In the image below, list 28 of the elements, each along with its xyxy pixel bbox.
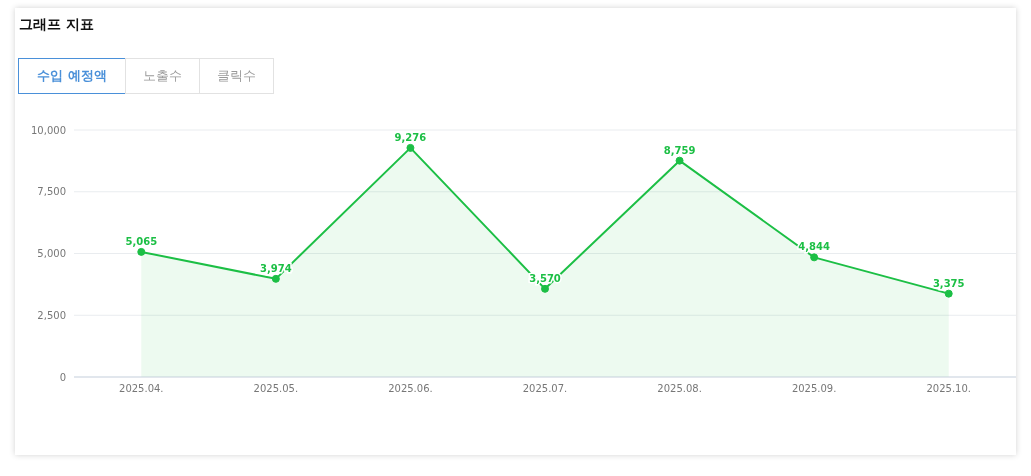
y-tick-label: 0 <box>59 371 66 383</box>
point <box>810 253 819 262</box>
data-label: 8,759 <box>663 144 696 156</box>
text: 노출수 <box>124 58 200 94</box>
data-label: 4,844 <box>798 241 830 253</box>
point <box>271 274 280 283</box>
data-label: 9,276 <box>394 131 427 143</box>
data-label: 5,065 <box>125 235 158 247</box>
point <box>406 143 415 152</box>
point <box>137 247 146 256</box>
text: 수입 예정액 <box>18 58 126 94</box>
x-tick-label: 2025.06. <box>388 383 433 395</box>
chart-title: 그래프 지표 <box>19 16 94 34</box>
x-tick-label: 2025.10. <box>926 383 971 395</box>
x-tick-label: 2025.09. <box>791 383 837 395</box>
x-tick-label: 2025.07. <box>522 383 568 395</box>
y-tick-label: 7,500 <box>37 186 66 198</box>
point <box>675 156 684 165</box>
point <box>541 284 549 293</box>
y-tick-label: 2,500 <box>37 309 66 321</box>
x-tick-label: 2025.05. <box>253 383 299 395</box>
y-tick-label: 10,000 <box>31 124 66 136</box>
point <box>944 289 953 298</box>
data-label: 3,375 <box>932 277 965 289</box>
x-tick-label: 2025.04. <box>119 383 164 395</box>
x-tick-label: 2025.08. <box>657 383 702 395</box>
y-tick-label: 5,000 <box>37 248 66 260</box>
text: 클릭수 <box>198 58 274 94</box>
